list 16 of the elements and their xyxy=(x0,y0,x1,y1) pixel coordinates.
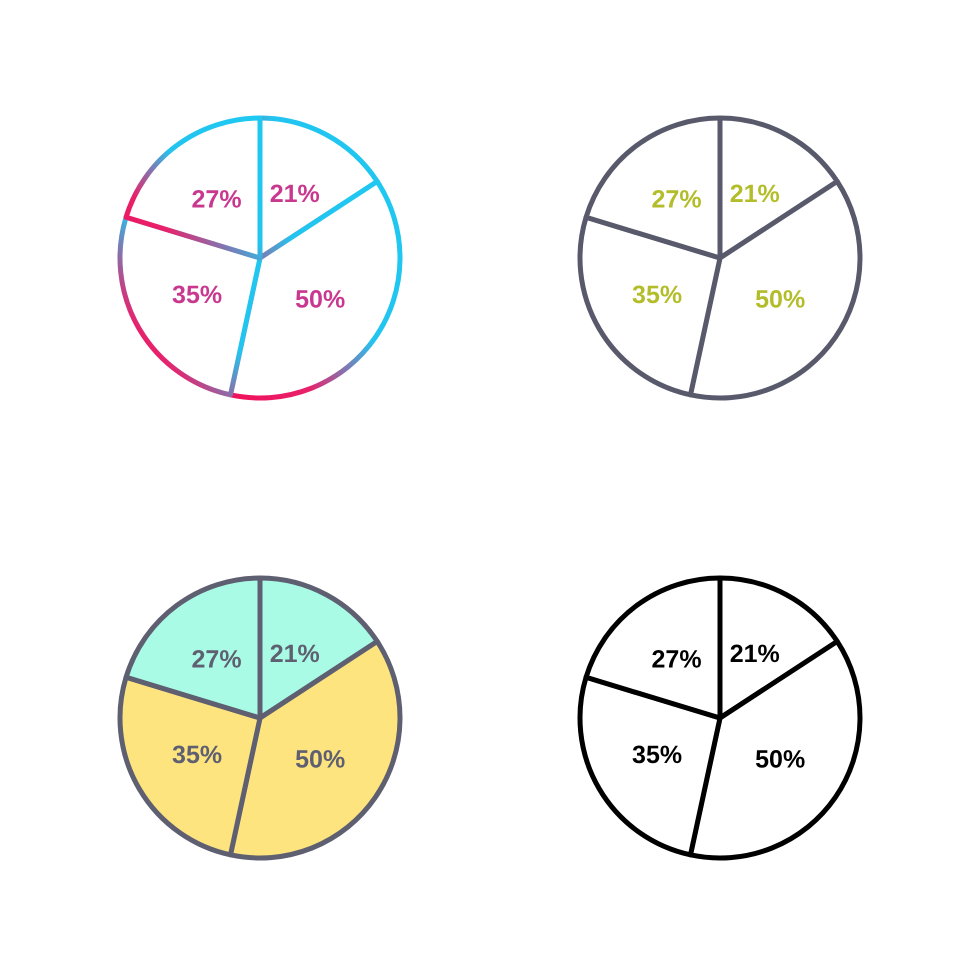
data-label: 21% xyxy=(730,180,780,208)
data-label: 21% xyxy=(730,640,780,668)
data-label: 35% xyxy=(172,740,222,769)
data-label: 35% xyxy=(632,740,682,769)
data-label: 21% xyxy=(270,180,320,208)
data-label: 27% xyxy=(192,645,242,674)
data-label: 50% xyxy=(755,745,806,774)
data-label: 27% xyxy=(652,645,702,674)
data-label: 21% xyxy=(270,640,320,668)
data-label: 50% xyxy=(295,745,346,774)
data-label: 27% xyxy=(652,185,702,214)
data-label: 50% xyxy=(755,285,806,314)
data-label: 35% xyxy=(172,280,222,309)
data-label: 27% xyxy=(192,185,242,214)
data-label: 35% xyxy=(632,280,682,309)
data-label: 50% xyxy=(295,285,346,314)
